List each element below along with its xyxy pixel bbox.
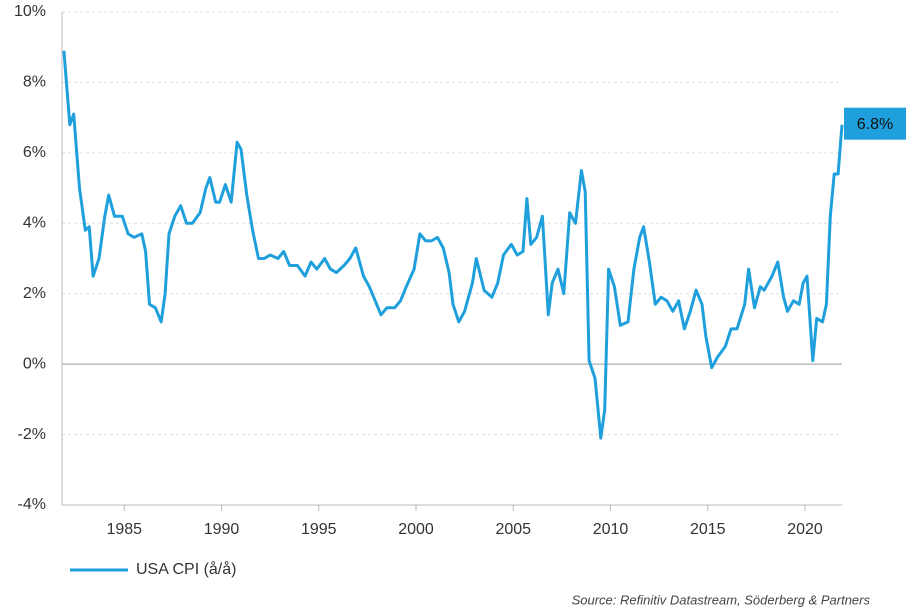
y-tick-label: -2% [18, 426, 46, 443]
x-tick-label: 2005 [495, 521, 531, 538]
y-tick-label: 0% [23, 355, 46, 372]
y-tick-label: -4% [18, 496, 46, 513]
y-tick-label: 10% [14, 3, 46, 20]
y-tick-label: 6% [23, 144, 46, 161]
annotation-text: 6.8% [857, 116, 893, 133]
annotation-box [844, 107, 906, 140]
x-tick-label: 1985 [106, 521, 142, 538]
x-tick-label: 1990 [204, 521, 240, 538]
x-tick-label: 2020 [787, 521, 823, 538]
x-tick-label: 2015 [690, 521, 726, 538]
y-tick-label: 4% [23, 215, 46, 232]
y-tick-label: 2% [23, 285, 46, 302]
y-tick-label: 8% [23, 74, 46, 91]
x-tick-label: 1995 [301, 521, 337, 538]
line-series [62, 50, 844, 440]
source: Source: Refinitiv Datastream, Söderberg … [572, 592, 871, 607]
x-tick-label: 2010 [593, 521, 629, 538]
x-tick-label: 2000 [398, 521, 434, 538]
legend-label: USA CPI (å/å) [136, 560, 236, 578]
